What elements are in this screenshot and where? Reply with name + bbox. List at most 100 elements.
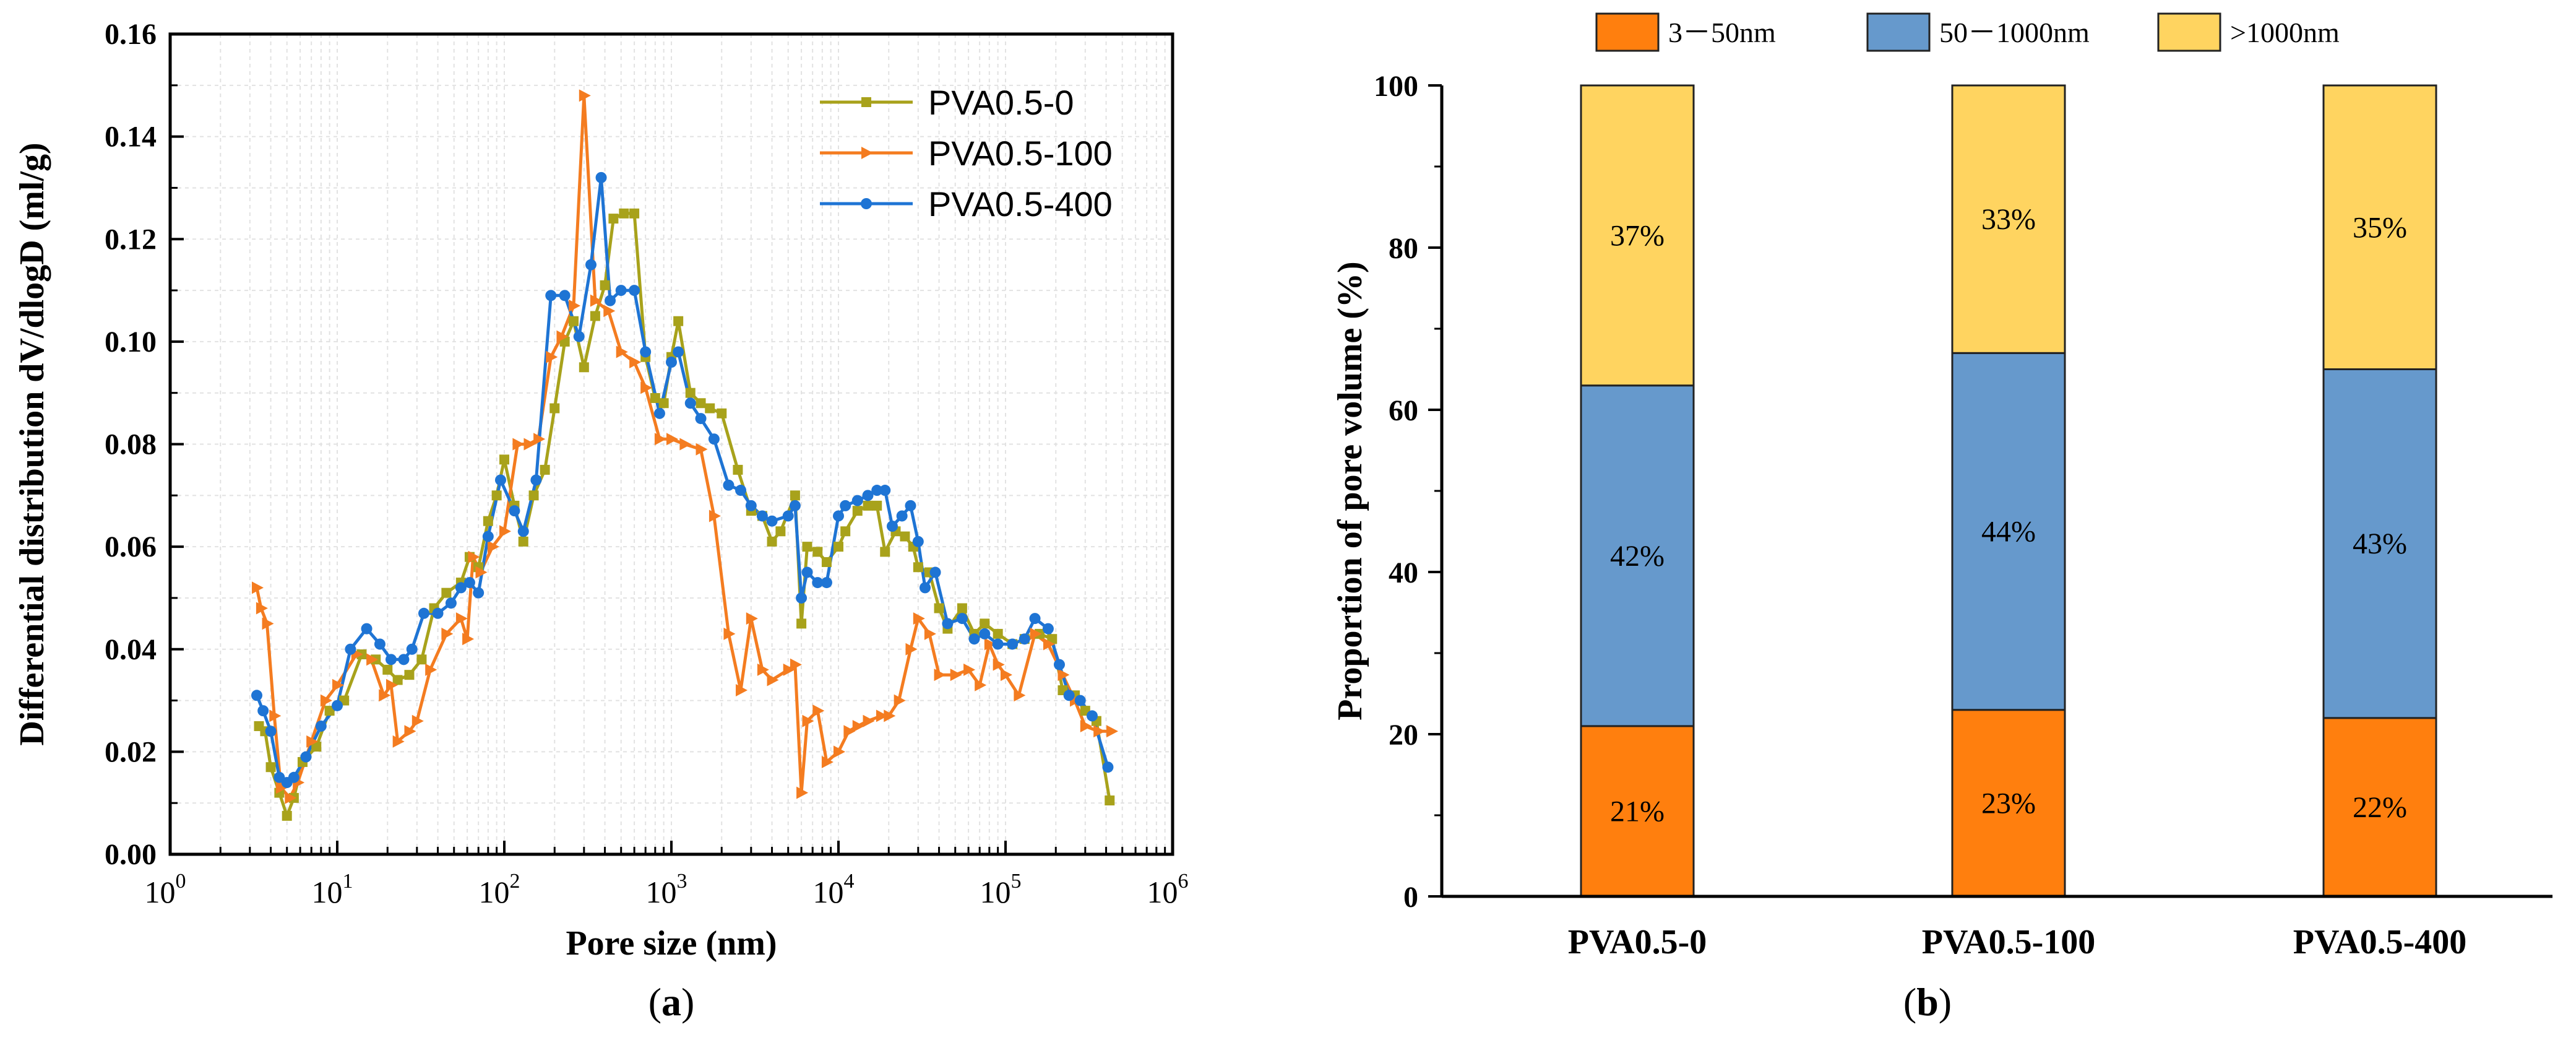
data-point-pva0-5-100: [746, 612, 758, 625]
data-point-pva0-5-400: [640, 346, 652, 358]
legend-marker-pva0-5-400: [861, 198, 872, 209]
data-point-pva0-5-0: [658, 398, 669, 409]
a-x-axis-label: Pore size (nm): [566, 924, 777, 963]
data-point-pva0-5-100: [1014, 689, 1026, 702]
data-point-pva0-5-0: [441, 587, 452, 598]
data-point-pva0-5-400: [418, 607, 429, 619]
a-x-tick-base: 10: [813, 875, 844, 909]
data-point-pva0-5-400: [851, 495, 863, 506]
a-x-tick-exp: 1: [343, 870, 353, 893]
data-point-pva0-5-0: [812, 547, 823, 557]
data-point-pva0-5-400: [782, 510, 794, 522]
data-point-pva0-5-100: [905, 643, 918, 656]
data-point-pva0-5-0: [650, 392, 660, 403]
data-point-pva0-5-400: [905, 500, 916, 511]
data-point-pva0-5-100: [934, 669, 946, 682]
data-point-pva0-5-400: [821, 577, 832, 589]
data-point-pva0-5-400: [530, 474, 542, 486]
data-point-pva0-5-0: [957, 603, 967, 613]
data-point-pva0-5-0: [900, 531, 910, 542]
bar-pva0-5-100-large: [1951, 84, 2066, 354]
data-point-pva0-5-400: [756, 510, 768, 522]
data-point-pva0-5-400: [585, 259, 597, 271]
data-point-pva0-5-100: [379, 689, 391, 702]
data-point-pva0-5-400: [385, 654, 397, 665]
data-point-pva0-5-0: [790, 490, 800, 501]
a-x-tick-label: 100: [145, 870, 186, 909]
data-point-pva0-5-400: [595, 171, 607, 183]
data-point-pva0-5-0: [324, 706, 335, 716]
a-legend: PVA0.5-0 PVA0.5-100 PVA0.5-400: [820, 83, 1113, 223]
data-point-pva0-5-400: [653, 407, 665, 419]
data-point-pva0-5-0: [499, 454, 509, 465]
data-point-pva0-5-0: [685, 388, 696, 398]
data-point-pva0-5-400: [605, 295, 616, 306]
a-x-tick-label: 103: [646, 870, 687, 909]
bar-pva0-5-400-large: [2322, 84, 2437, 370]
a-x-tick-exp: 0: [176, 870, 186, 893]
a-y-tick-label: 0.06: [105, 531, 157, 563]
data-point-pva0-5-100: [950, 669, 962, 682]
data-point-pva0-5-100: [256, 602, 268, 615]
data-point-pva0-5-0: [518, 536, 528, 547]
data-point-pva0-5-100: [590, 294, 602, 307]
data-point-pva0-5-100: [984, 638, 996, 651]
data-point-pva0-5-400: [812, 577, 824, 589]
data-point-pva0-5-400: [1053, 659, 1065, 670]
data-point-pva0-5-100: [285, 791, 297, 804]
data-point-pva0-5-100: [767, 674, 779, 687]
a-panel-label: (a): [648, 980, 695, 1024]
data-point-pva0-5-400: [615, 285, 627, 297]
data-point-pva0-5-400: [979, 628, 991, 639]
legend-swatch-small: [1595, 12, 1660, 52]
legend-label-small: 3－50nm: [1668, 17, 1776, 48]
bar-pva0-5-0-large: [1580, 84, 1695, 387]
data-point-pva0-5-400: [1007, 638, 1019, 650]
data-point-pva0-5-100: [723, 627, 736, 640]
data-point-pva0-5-100: [603, 305, 616, 318]
legend-label-pva0-5-100: PVA0.5-100: [928, 134, 1113, 173]
data-point-pva0-5-100: [802, 714, 814, 727]
data-point-pva0-5-100: [666, 433, 678, 446]
data-point-pva0-5-100: [783, 663, 795, 676]
data-point-pva0-5-100: [679, 438, 692, 451]
data-point-pva0-5-100: [475, 566, 488, 579]
data-point-pva0-5-100: [654, 433, 666, 446]
data-point-pva0-5-400: [896, 510, 908, 522]
a-series-markers: [251, 89, 1119, 821]
data-point-pva0-5-0: [265, 762, 276, 773]
data-point-pva0-5-400: [332, 700, 343, 711]
data-point-pva0-5-100: [533, 433, 546, 446]
data-point-pva0-5-400: [929, 566, 941, 578]
a-y-tick-label: 0.16: [105, 18, 157, 51]
a-y-tick-label: 0.02: [105, 735, 157, 768]
bar-pva0-5-400-small: [2322, 717, 2437, 898]
data-point-pva0-5-0: [673, 316, 684, 326]
a-x-tick-base: 10: [980, 875, 1011, 909]
data-point-pva0-5-400: [345, 643, 356, 655]
a-x-tick-exp: 3: [677, 870, 687, 893]
data-point-pva0-5-100: [1093, 725, 1106, 738]
data-point-pva0-5-100: [834, 745, 845, 758]
a-x-tick-label: 102: [479, 870, 520, 909]
data-point-pva0-5-0: [802, 542, 812, 552]
data-point-pva0-5-100: [569, 299, 581, 312]
a-x-tick-label: 101: [312, 870, 353, 909]
a-y-axis-label: Differential distribution dV/dlogD (ml/g…: [13, 142, 51, 745]
data-point-pva0-5-400: [1029, 613, 1041, 625]
data-point-pva0-5-400: [509, 505, 520, 517]
data-point-pva0-5-100: [1106, 725, 1119, 738]
data-point-pva0-5-400: [919, 582, 931, 594]
b-y-axis-label: Proportion of pore volume (%): [1331, 261, 1369, 720]
legend-label-pva0-5-400: PVA0.5-400: [928, 184, 1113, 223]
data-point-pva0-5-100: [579, 89, 591, 102]
data-point-pva0-5-100: [894, 694, 906, 707]
panel-b-stacked-bar-chart: 21% 42% 37% PVA0.5-0 23% 44% 33% PVA0.5-100 22% 4…: [1331, 12, 2552, 1024]
data-point-pva0-5-0: [733, 464, 743, 475]
data-point-pva0-5-400: [455, 582, 467, 594]
data-point-pva0-5-100: [796, 786, 809, 799]
data-point-pva0-5-100: [556, 330, 569, 343]
data-point-pva0-5-100: [251, 581, 264, 594]
data-point-pva0-5-0: [579, 362, 589, 373]
